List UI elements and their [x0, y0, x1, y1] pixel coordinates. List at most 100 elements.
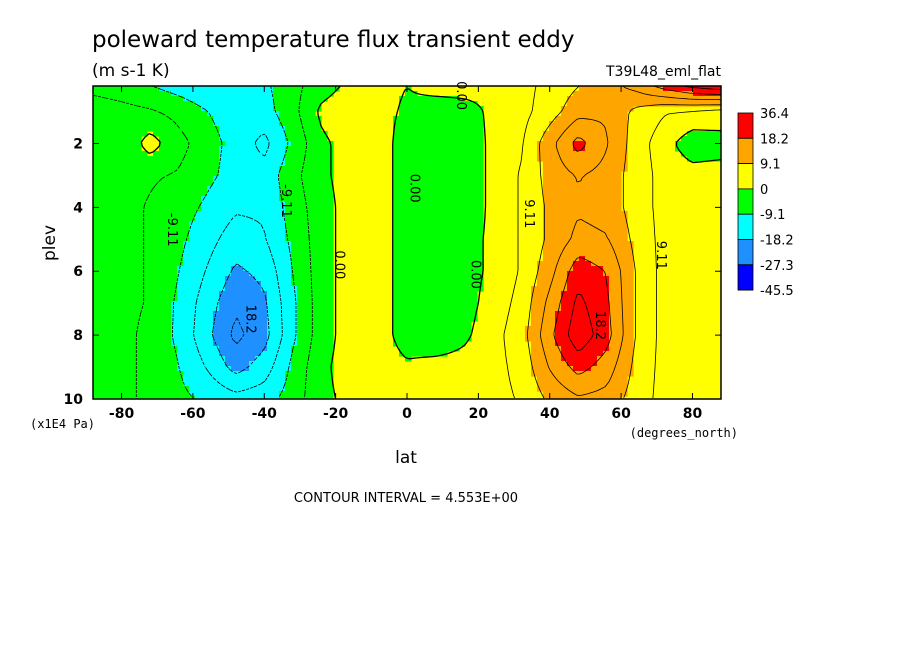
contour-fill-cell — [453, 226, 460, 232]
contour-fill-cell — [225, 361, 232, 367]
contour-fill-cell — [105, 226, 112, 232]
contour-fill-cell — [459, 126, 466, 132]
contour-fill-cell — [207, 86, 214, 92]
contour-fill-cell — [417, 231, 424, 237]
contour-fill-cell — [531, 321, 538, 327]
contour-fill-cell — [291, 336, 298, 342]
contour-fill-cell — [405, 326, 412, 332]
contour-fill-cell — [213, 301, 220, 307]
contour-fill-cell — [141, 201, 148, 207]
contour-fill-cell — [93, 236, 100, 242]
contour-fill-cell — [549, 126, 556, 132]
contour-fill-cell — [531, 301, 538, 307]
contour-fill-cell — [213, 186, 220, 192]
contour-fill-cell — [195, 346, 202, 352]
contour-fill-cell — [303, 101, 310, 107]
contour-fill-cell — [591, 106, 598, 112]
contour-fill-cell — [105, 326, 112, 332]
contour-fill-cell — [153, 396, 160, 399]
contour-fill-cell — [231, 251, 238, 257]
contour-fill-cell — [309, 381, 316, 387]
contour-fill-cell — [273, 396, 280, 399]
contour-fill-cell — [291, 186, 298, 192]
contour-label: 0.00 — [467, 260, 482, 289]
contour-fill-cell — [429, 211, 436, 217]
contour-fill-cell — [111, 281, 118, 287]
contour-fill-cell — [207, 311, 214, 317]
contour-fill-cell — [327, 296, 334, 302]
contour-fill-cell — [417, 246, 424, 252]
contour-fill-cell — [213, 231, 220, 237]
contour-fill-cell — [561, 121, 568, 127]
contour-fill-cell — [105, 381, 112, 387]
contour-fill-cell — [429, 151, 436, 157]
contour-fill-cell — [435, 236, 442, 242]
contour-fill-cell — [225, 251, 232, 257]
contour-fill-cell — [471, 166, 478, 172]
contour-fill-cell — [177, 316, 184, 322]
contour-fill-cell — [225, 291, 232, 297]
contour-fill-cell — [627, 286, 634, 292]
contour-fill-cell — [717, 156, 721, 162]
contour-fill-cell — [561, 256, 568, 262]
contour-fill-cell — [555, 396, 562, 399]
contour-fill-cell — [609, 131, 616, 137]
contour-fill-cell — [237, 251, 244, 257]
contour-fill-cell — [207, 331, 214, 337]
contour-fill-cell — [165, 361, 172, 367]
contour-fill-cell — [465, 271, 472, 277]
contour-fill-cell — [225, 326, 232, 332]
contour-fill-cell — [603, 341, 610, 347]
contour-fill-cell — [399, 251, 406, 257]
contour-fill-cell — [675, 141, 682, 147]
contour-fill-cell — [153, 201, 160, 207]
contour-fill-cell — [249, 211, 256, 217]
contour-fill-cell — [555, 271, 562, 277]
contour-fill-cell — [303, 261, 310, 267]
contour-fill-cell — [213, 386, 220, 392]
contour-fill-cell — [603, 356, 610, 362]
contour-fill-cell — [135, 181, 142, 187]
contour-fill-cell — [447, 126, 454, 132]
contour-fill-cell — [93, 361, 100, 367]
contour-fill-cell — [99, 381, 106, 387]
contour-fill-cell — [429, 131, 436, 137]
contour-fill-cell — [177, 251, 184, 257]
contour-fill-cell — [129, 156, 136, 162]
contour-fill-cell — [621, 141, 628, 147]
contour-fill-cell — [315, 246, 322, 252]
contour-fill-cell — [171, 211, 178, 217]
contour-fill-cell — [471, 246, 478, 252]
contour-fill-cell — [165, 261, 172, 267]
contour-fill-cell — [567, 316, 574, 322]
contour-fill-cell — [297, 156, 304, 162]
contour-fill-cell — [123, 241, 130, 247]
contour-fill-cell — [435, 101, 442, 107]
contour-fill-cell — [393, 206, 400, 212]
contour-fill-cell — [261, 336, 268, 342]
contour-fill-cell — [201, 291, 208, 297]
contour-fill-cell — [153, 171, 160, 177]
contour-fill-cell — [405, 276, 412, 282]
colorbar-label: -45.5 — [760, 284, 794, 299]
contour-fill-cell — [591, 386, 598, 392]
contour-fill-cell — [591, 101, 598, 107]
contour-fill-cell — [591, 321, 598, 327]
contour-line — [140, 86, 721, 399]
contour-fill-cell — [279, 311, 286, 317]
contour-fill-cell — [423, 106, 430, 112]
contour-fill-cell — [615, 126, 622, 132]
contour-fill-cell — [615, 181, 622, 187]
contour-fill-cell — [111, 171, 118, 177]
contour-fill-cell — [297, 291, 304, 297]
contour-fill-cell — [273, 236, 280, 242]
contour-fill-cell — [297, 391, 304, 397]
contour-fill-cell — [243, 341, 250, 347]
contour-fill-cell — [465, 196, 472, 202]
contour-fill-cell — [183, 131, 190, 137]
contour-fill-cell — [645, 91, 652, 97]
contour-fill-cell — [441, 271, 448, 277]
contour-fill-cell — [453, 326, 460, 332]
contour-fill-cell — [405, 266, 412, 272]
contour-fill-cell — [555, 241, 562, 247]
